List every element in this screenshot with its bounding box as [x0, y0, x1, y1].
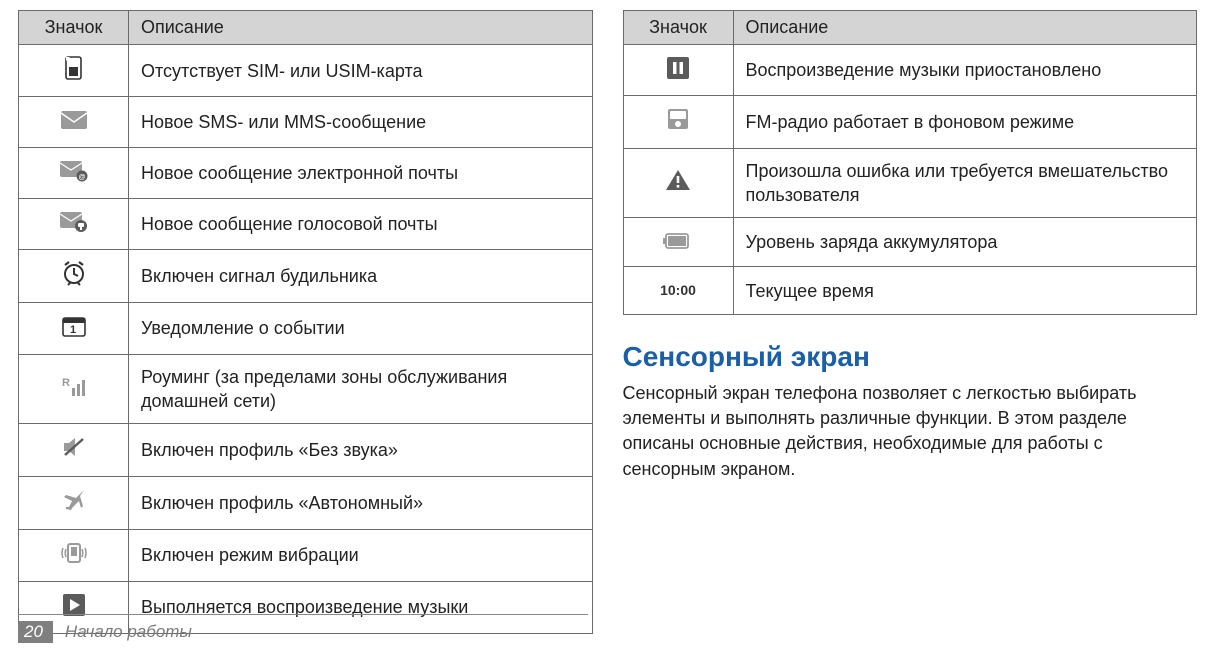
row-description: Новое сообщение голосовой почты	[129, 198, 593, 249]
svg-text:@: @	[78, 174, 85, 181]
time-icon: 10:00	[623, 267, 733, 314]
roaming-icon: R	[19, 354, 129, 424]
row-description: Роуминг (за пределами зоны обслуживания …	[129, 354, 593, 424]
footer-label: Начало работы	[65, 622, 192, 642]
table-row: Новое сообщение голосовой почты	[19, 198, 593, 249]
table-row: Отсутствует SIM- или USIM-карта	[19, 45, 593, 97]
table-row: R Роуминг (за пределами зоны обслуживания…	[19, 354, 593, 424]
fm-icon	[623, 96, 733, 148]
row-description: Уведомление о событии	[129, 303, 593, 354]
table-row: Воспроизведение музыки приостановлено	[623, 45, 1197, 96]
row-description: FM-радио работает в фоновом режиме	[733, 96, 1197, 148]
header-desc: Описание	[733, 11, 1197, 45]
warning-icon	[623, 148, 733, 218]
row-description: Новое SMS- или MMS-сообщение	[129, 97, 593, 147]
table-row: Произошла ошибка или требуется вмешатель…	[623, 148, 1197, 218]
table-row: 10:00Текущее время	[623, 267, 1197, 314]
row-description: Включен профиль «Без звука»	[129, 424, 593, 476]
row-description: Отсутствует SIM- или USIM-карта	[129, 45, 593, 97]
row-description: Произошла ошибка или требуется вмешатель…	[733, 148, 1197, 218]
row-description: Текущее время	[733, 267, 1197, 314]
row-description: Новое сообщение электронной почты	[129, 147, 593, 198]
email-icon: @	[19, 147, 129, 198]
mute-icon	[19, 424, 129, 476]
sim-icon	[19, 45, 129, 97]
pause-icon	[623, 45, 733, 96]
table-row: Включен сигнал будильника	[19, 250, 593, 303]
table-row: Новое SMS- или MMS-сообщение	[19, 97, 593, 147]
right-column: Значок Описание Воспроизведение музыки п…	[623, 10, 1198, 634]
table-row: Включен профиль «Автономный»	[19, 476, 593, 529]
table-row: Включен режим вибрации	[19, 529, 593, 581]
left-column: Значок Описание Отсутствует SIM- или USI…	[18, 10, 593, 634]
table-row: @ Новое сообщение электронной почты	[19, 147, 593, 198]
table-row: Включен профиль «Без звука»	[19, 424, 593, 476]
table-row: FM-радио работает в фоновом режиме	[623, 96, 1197, 148]
alarm-icon	[19, 250, 129, 303]
voicemail-icon	[19, 198, 129, 249]
event-icon: 1	[19, 303, 129, 354]
page-number: 20	[18, 621, 53, 643]
battery-icon	[623, 218, 733, 267]
svg-text:1: 1	[70, 324, 76, 336]
vibrate-icon	[19, 529, 129, 581]
table-row: Уровень заряда аккумулятора	[623, 218, 1197, 267]
row-description: Включен сигнал будильника	[129, 250, 593, 303]
icon-table-left: Значок Описание Отсутствует SIM- или USI…	[18, 10, 593, 634]
row-description: Включен режим вибрации	[129, 529, 593, 581]
svg-text:R: R	[62, 377, 70, 389]
row-description: Воспроизведение музыки приостановлено	[733, 45, 1197, 96]
header-desc: Описание	[129, 11, 593, 45]
row-description: Включен профиль «Автономный»	[129, 476, 593, 529]
airplane-icon	[19, 476, 129, 529]
table-row: 1 Уведомление о событии	[19, 303, 593, 354]
row-description: Уровень заряда аккумулятора	[733, 218, 1197, 267]
section-heading: Сенсорный экран	[623, 341, 1198, 373]
header-icon: Значок	[623, 11, 733, 45]
header-icon: Значок	[19, 11, 129, 45]
icon-table-right: Значок Описание Воспроизведение музыки п…	[623, 10, 1198, 315]
sms-icon	[19, 97, 129, 147]
section-body: Сенсорный экран телефона позволяет с лег…	[623, 381, 1198, 482]
page-footer: 20 Начало работы	[18, 614, 588, 643]
